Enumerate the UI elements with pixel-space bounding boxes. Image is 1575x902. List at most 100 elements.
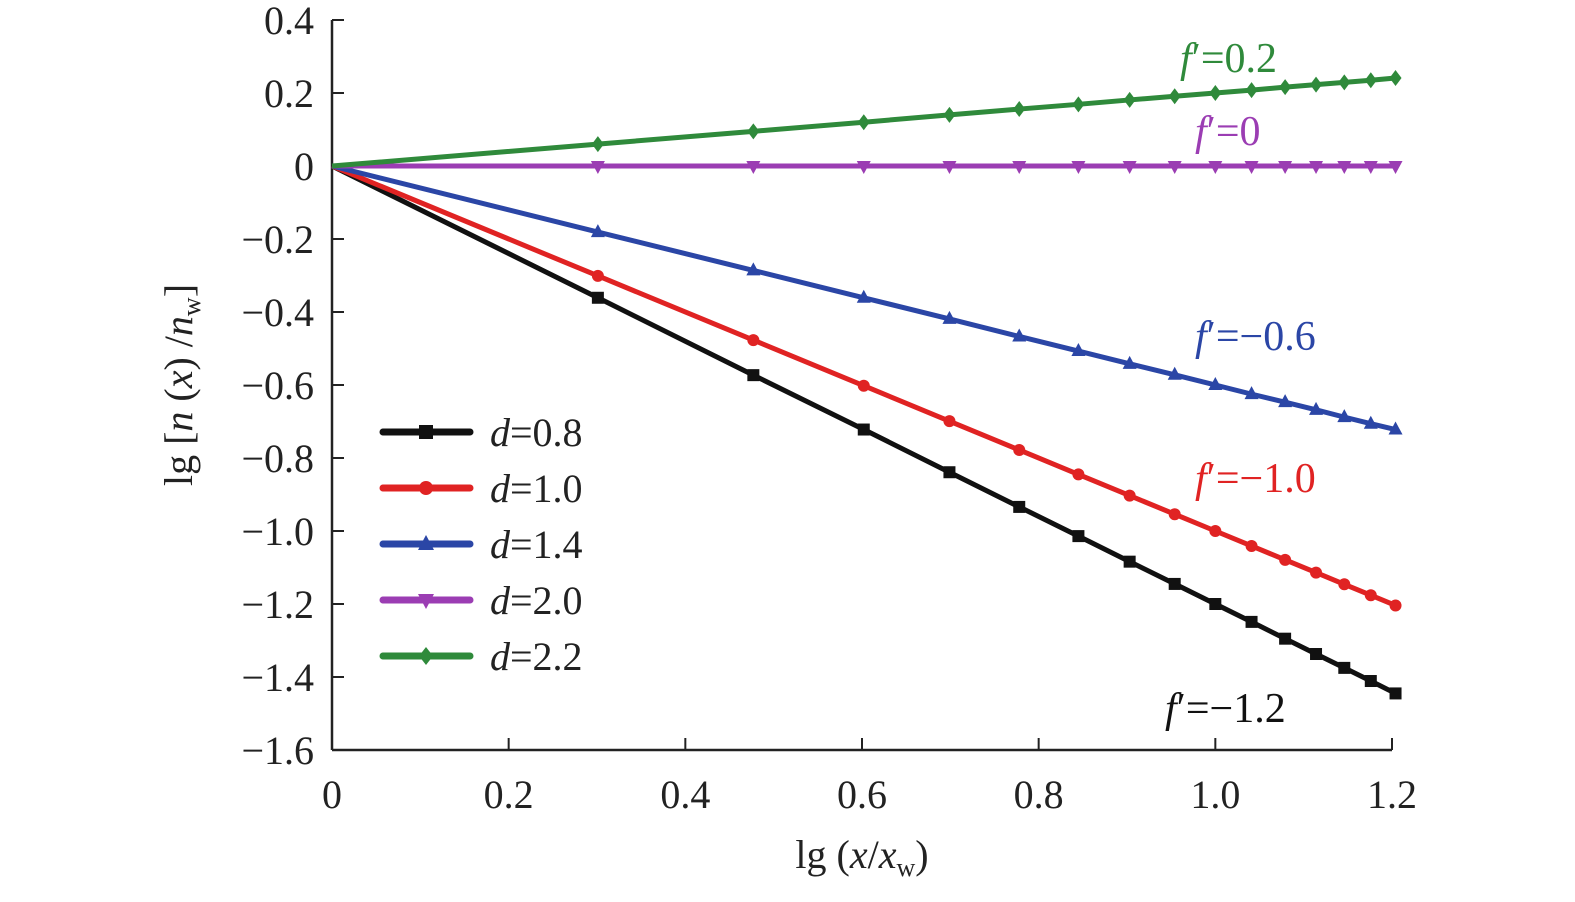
legend-value: =2.2 [510,634,583,679]
legend-d: d [490,522,511,567]
marker-circle [857,379,870,392]
y-label-part: n [156,412,201,432]
marker-triangle-down [1278,161,1293,174]
y-tick-label: −1.0 [241,509,314,554]
marker-diamond [1245,82,1258,99]
y-label-sub: w [177,297,206,316]
marker-triangle-down [1122,161,1137,174]
marker-triangle-up [942,310,957,324]
marker-circle [591,269,604,282]
marker-diamond [419,647,433,665]
legend-label: d=1.4 [490,522,583,567]
marker-triangle-down [1071,161,1086,174]
legend-item: d=1.4 [379,522,583,567]
legend-d: d [490,634,511,679]
marker-square [1338,661,1351,674]
x-tick-label: 0.8 [1014,772,1064,817]
x-tick-label: 1.2 [1367,772,1417,817]
marker-triangle-up [1012,328,1027,342]
marker-circle [419,481,433,495]
y-tick-label: 0 [294,144,314,189]
marker-triangle-up [418,535,434,550]
marker-diamond [1338,74,1351,91]
x-tick-label: 0.6 [837,772,887,817]
series-d-2-0: f′=0 [332,109,1403,174]
marker-square [857,423,870,436]
y-label-part: n [156,316,201,336]
x-label-part: x [849,832,868,877]
legend-item: d=1.0 [379,466,583,511]
marker-diamond [1279,79,1292,96]
marker-triangle-down [1244,161,1259,174]
series-d-0-8: f′=−1.2 [330,163,1402,732]
annotation-value: ′=−1.2 [1177,686,1286,732]
series-annotation: f′=0 [1195,109,1261,155]
marker-triangle-up [590,224,605,238]
legend-label: d=2.0 [490,578,583,623]
marker-triangle-down [590,161,605,174]
legend-value: =2.0 [510,578,583,623]
marker-square [1364,675,1377,688]
marker-triangle-up [1167,366,1182,380]
marker-triangle-down [1012,161,1027,174]
marker-square [1013,500,1026,513]
marker-circle [1338,578,1351,591]
legend-d: d [490,410,511,455]
marker-triangle-up [1278,394,1293,408]
marker-square [943,466,956,479]
marker-triangle-down [1167,161,1182,174]
y-tick-label: −1.6 [241,728,314,773]
annotation-value: ′=−1.0 [1207,456,1316,502]
marker-triangle-up [1244,386,1259,400]
marker-diamond [1209,85,1222,101]
marker-diamond [1072,96,1085,113]
marker-diamond [1013,101,1026,118]
series-d-1-4: f′=−0.6 [331,163,1403,435]
x-label-part: x [878,832,897,877]
marker-triangle-up [1337,409,1352,423]
y-tick-label: −0.4 [241,290,314,335]
marker-square [1123,555,1136,568]
legend-d: d [490,578,511,623]
x-label-part: ) [915,832,928,877]
x-label-part: / [868,832,880,877]
series-annotation: f′=−0.6 [1195,314,1316,360]
marker-circle [747,334,760,347]
marker-triangle-down [1208,161,1223,174]
marker-diamond [1310,76,1323,93]
y-label-part: ] [156,284,201,297]
marker-circle [1279,553,1292,566]
marker-diamond [857,114,870,131]
marker-square [1310,648,1323,661]
annotation-value: ′=−0.6 [1207,314,1316,360]
marker-circle [1389,599,1402,612]
marker-diamond [943,106,956,123]
y-tick-label: −0.6 [241,363,314,408]
marker-triangle-up [856,289,871,303]
series-d-1-0: f′=−1.0 [331,163,1402,612]
y-label-part: ) / [156,335,201,370]
annotation-value: ′=0.2 [1192,36,1277,82]
marker-square [1072,530,1085,543]
marker-circle [1364,589,1377,602]
y-tick-label: −0.8 [241,436,314,481]
marker-triangle-down [1337,161,1352,174]
marker-circle [1123,489,1136,502]
marker-triangle-up [1309,401,1324,415]
marker-square [1245,615,1258,628]
marker-circle [1072,468,1085,481]
marker-triangle-up [1208,377,1223,390]
legend-value: =0.8 [510,410,583,455]
x-label-part: lg ( [795,832,849,877]
y-tick-label: 0.4 [264,0,314,43]
y-tick-label: −0.2 [241,217,314,262]
marker-circle [1013,443,1026,456]
marker-triangle-down [746,161,761,174]
legend-label: d=1.0 [490,466,583,511]
series-annotation: f′=0.2 [1180,36,1277,82]
series-line [331,75,1396,169]
marker-diamond [747,123,760,140]
y-label-part: ( [156,388,201,411]
x-tick-label: 1.0 [1190,772,1240,817]
